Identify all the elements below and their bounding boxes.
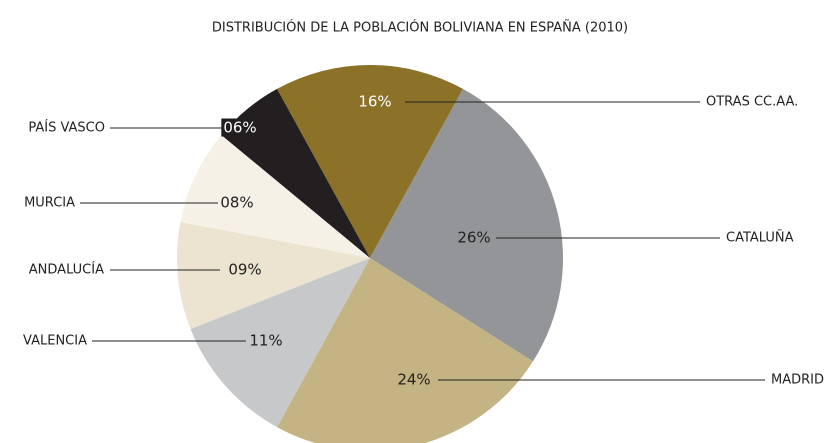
pie-slice	[277, 64, 463, 258]
value-label-bg	[226, 260, 264, 279]
category-label: OTRAS CC.AA.	[706, 95, 798, 110]
pie-slice	[176, 221, 370, 330]
value-label-bg	[247, 331, 285, 350]
category-label: CATALUÑA	[726, 230, 794, 246]
value-label-bg	[395, 370, 433, 389]
value-label-bg	[455, 228, 493, 247]
pie-slice	[277, 258, 533, 443]
value-label-bg	[356, 92, 394, 111]
category-label: MADRID	[771, 373, 824, 388]
category-label: PAÍS VASCO	[28, 120, 105, 136]
value-label: 16%	[358, 93, 391, 111]
value-label-bg	[221, 118, 259, 137]
category-label: MURCIA	[24, 196, 75, 211]
category-label: VALENCIA	[23, 334, 87, 349]
value-label: 08%	[220, 194, 253, 212]
value-label-bg	[218, 193, 256, 212]
chart-title: DISTRIBUCIÓN DE LA POBLACIÓN BOLIVIANA E…	[212, 20, 628, 36]
value-label: 09%	[228, 261, 261, 279]
pie-slice	[180, 134, 370, 258]
value-label: 06%	[223, 119, 256, 137]
pie-slice	[370, 88, 563, 362]
value-label: 26%	[457, 229, 490, 247]
value-label: 11%	[249, 332, 282, 350]
category-label: ANDALUCÍA	[29, 262, 104, 278]
value-label: 24%	[397, 371, 430, 389]
